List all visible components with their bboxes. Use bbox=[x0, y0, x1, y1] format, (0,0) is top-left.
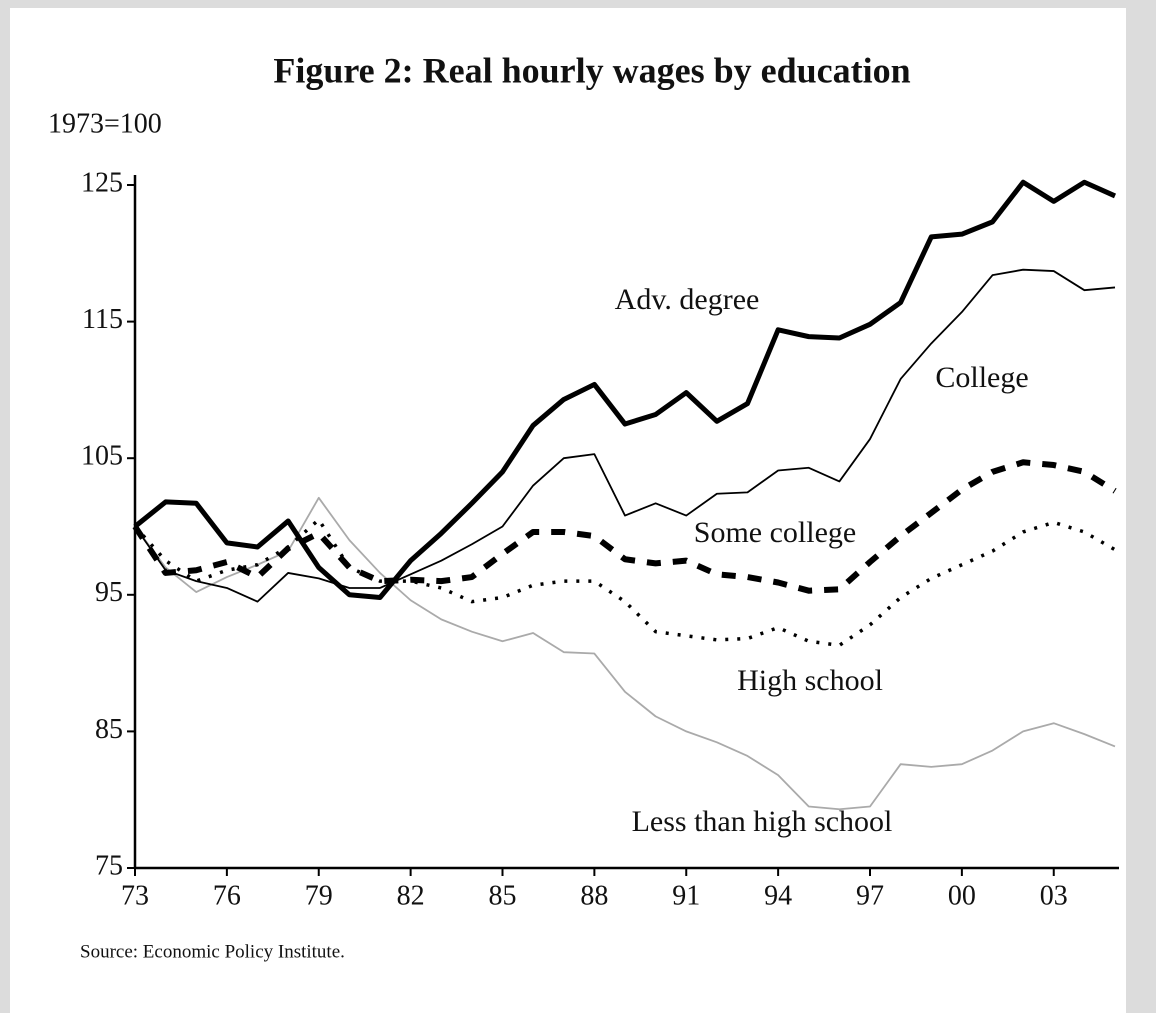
series-label: College bbox=[935, 361, 1028, 394]
x-tick-label: 73 bbox=[121, 880, 149, 911]
x-tick-label: 79 bbox=[305, 880, 333, 911]
series-line bbox=[134, 268, 1116, 603]
chart-title: Figure 2: Real hourly wages by education bbox=[273, 50, 910, 90]
series-line bbox=[133, 179, 1117, 601]
series-label: Less than high school bbox=[632, 805, 893, 838]
x-tick-label: 00 bbox=[948, 880, 976, 911]
y-tick-label: 125 bbox=[81, 167, 123, 198]
x-tick-label: 85 bbox=[489, 880, 517, 911]
y-tick-label: 85 bbox=[95, 714, 123, 745]
series-line bbox=[132, 459, 1117, 594]
x-tick-label: 82 bbox=[397, 880, 425, 911]
y-tick-label: 115 bbox=[82, 304, 123, 335]
source: Source: Economic Policy Institute. bbox=[80, 941, 345, 962]
x-tick-label: 94 bbox=[764, 880, 792, 911]
x-tick-label: 76 bbox=[213, 880, 241, 911]
series-label: Some college bbox=[694, 516, 856, 549]
y-tick-label: 75 bbox=[95, 850, 123, 881]
background bbox=[10, 8, 1126, 1013]
x-tick-label: 97 bbox=[856, 880, 884, 911]
x-tick-label: 03 bbox=[1040, 880, 1068, 911]
series-label: Adv. degree bbox=[615, 283, 760, 316]
y-tick-label: 105 bbox=[81, 441, 123, 472]
x-tick-label: 91 bbox=[672, 880, 700, 911]
x-tick-label: 88 bbox=[580, 880, 608, 911]
series-label: High school bbox=[737, 664, 883, 697]
y-axis-label: 1973=100 bbox=[48, 108, 162, 139]
y-tick-label: 95 bbox=[95, 577, 123, 608]
